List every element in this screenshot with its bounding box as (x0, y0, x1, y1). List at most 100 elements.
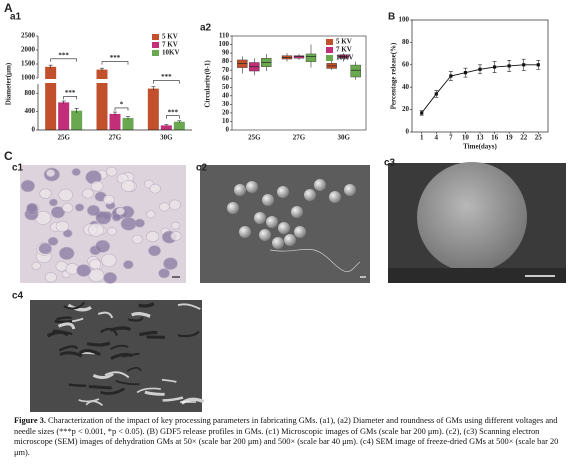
wrinkle (78, 398, 100, 403)
microsphere (90, 180, 104, 192)
legend-swatch (326, 47, 333, 53)
panel-label: a1 (10, 12, 22, 23)
x-tick-label: 4 (435, 134, 439, 142)
wrinkle (131, 312, 151, 318)
legend-swatch (326, 39, 333, 45)
microsphere (158, 268, 170, 279)
microsphere (88, 223, 104, 237)
microsphere (49, 198, 58, 207)
x-tick-label: 25G (57, 134, 70, 142)
microsphere (82, 188, 94, 199)
legend-swatch (152, 42, 159, 48)
point (507, 64, 511, 68)
legend-label: 5 KV (336, 38, 352, 46)
y-tick-label: 100 (399, 16, 410, 24)
plot-frame (411, 19, 549, 133)
significance-label: *** (168, 108, 179, 116)
y-tick-label: 70 (222, 66, 230, 74)
sem-sphere (266, 216, 278, 228)
wrinkle (128, 316, 144, 322)
microsphere (168, 199, 181, 210)
box (237, 59, 248, 68)
microsphere (31, 261, 41, 270)
microsphere (71, 168, 81, 176)
image-label: c2 (196, 163, 208, 174)
wrinkle (138, 302, 155, 308)
x-tick-label: 30G (160, 134, 173, 142)
significance-bracket (114, 107, 129, 111)
significance-label: *** (65, 89, 76, 97)
microsphere (76, 264, 92, 277)
bar (96, 69, 108, 130)
wrinkle (58, 345, 79, 352)
x-tick-label: 25 (535, 134, 543, 142)
panel-label: a2 (200, 23, 212, 34)
y-tick-label: 20 (402, 105, 410, 113)
y-tick-label: 100 (219, 40, 230, 48)
wrinkle (144, 390, 165, 396)
wrinkle (67, 303, 92, 312)
significance-label: * (120, 101, 124, 109)
y-tick-label: 1500 (21, 60, 36, 68)
wrinkle (177, 303, 201, 310)
wrinkle (136, 387, 161, 394)
wrinkle (161, 378, 177, 383)
section-label: A (4, 1, 13, 15)
wrinkle (115, 379, 140, 386)
caption: Figure 3. Characterization of the impact… (14, 416, 562, 458)
box (293, 55, 305, 59)
sem-base (388, 268, 566, 283)
wrinkle (54, 319, 73, 324)
wrinkle (162, 396, 184, 402)
legend-label: 7 KV (336, 46, 352, 54)
microsphere (171, 221, 181, 230)
wrinkle (68, 383, 87, 387)
y-tick-label: 80 (402, 38, 410, 46)
microsphere (163, 257, 178, 270)
sem-sphere (277, 186, 289, 198)
y-tick-label: 80 (222, 57, 230, 65)
sem-sphere (254, 212, 266, 224)
wrinkle (97, 311, 114, 319)
box (305, 53, 317, 62)
wrinkle (122, 352, 140, 358)
wrinkle (86, 341, 111, 347)
image-label: c1 (12, 163, 24, 174)
legend-swatch (152, 34, 159, 40)
y-tick-label: 60 (402, 60, 410, 68)
x-tick-label: 25G (248, 134, 261, 142)
y-tick-label: 40 (402, 83, 410, 91)
point (478, 67, 482, 71)
microsphere (55, 220, 69, 233)
error-bar (177, 120, 182, 123)
x-tick-label: 30G (337, 134, 350, 142)
bar (147, 88, 159, 130)
fiber (269, 248, 361, 272)
x-axis-label: Time(days) (463, 143, 497, 151)
wrinkle (57, 322, 76, 330)
y-axis-label: Circularity(0-1) (204, 60, 212, 108)
y-tick-label: 50 (222, 83, 230, 91)
sem-sphere (294, 226, 306, 238)
point (463, 71, 468, 75)
sem-sphere (239, 226, 251, 238)
sem-sphere (262, 194, 274, 206)
x-tick-label: 27G (293, 134, 306, 142)
legend-label: 5 KV (162, 33, 178, 41)
x-tick-label: 10 (462, 134, 470, 142)
x-tick-label: 27G (109, 134, 122, 142)
y-tick-label: 90 (222, 49, 230, 57)
significance-label: *** (110, 54, 121, 62)
microsphere (103, 272, 117, 284)
wrinkle (177, 330, 200, 338)
image-label: c4 (12, 291, 24, 302)
microsphere (39, 188, 52, 199)
y-tick-label: 1000 (21, 74, 36, 82)
caption-text: Characterization of the impact of key pr… (14, 416, 559, 457)
y-tick-label: 20 (222, 109, 230, 117)
wrinkle (104, 371, 130, 379)
error-bar (113, 111, 117, 116)
microsphere (20, 179, 35, 193)
